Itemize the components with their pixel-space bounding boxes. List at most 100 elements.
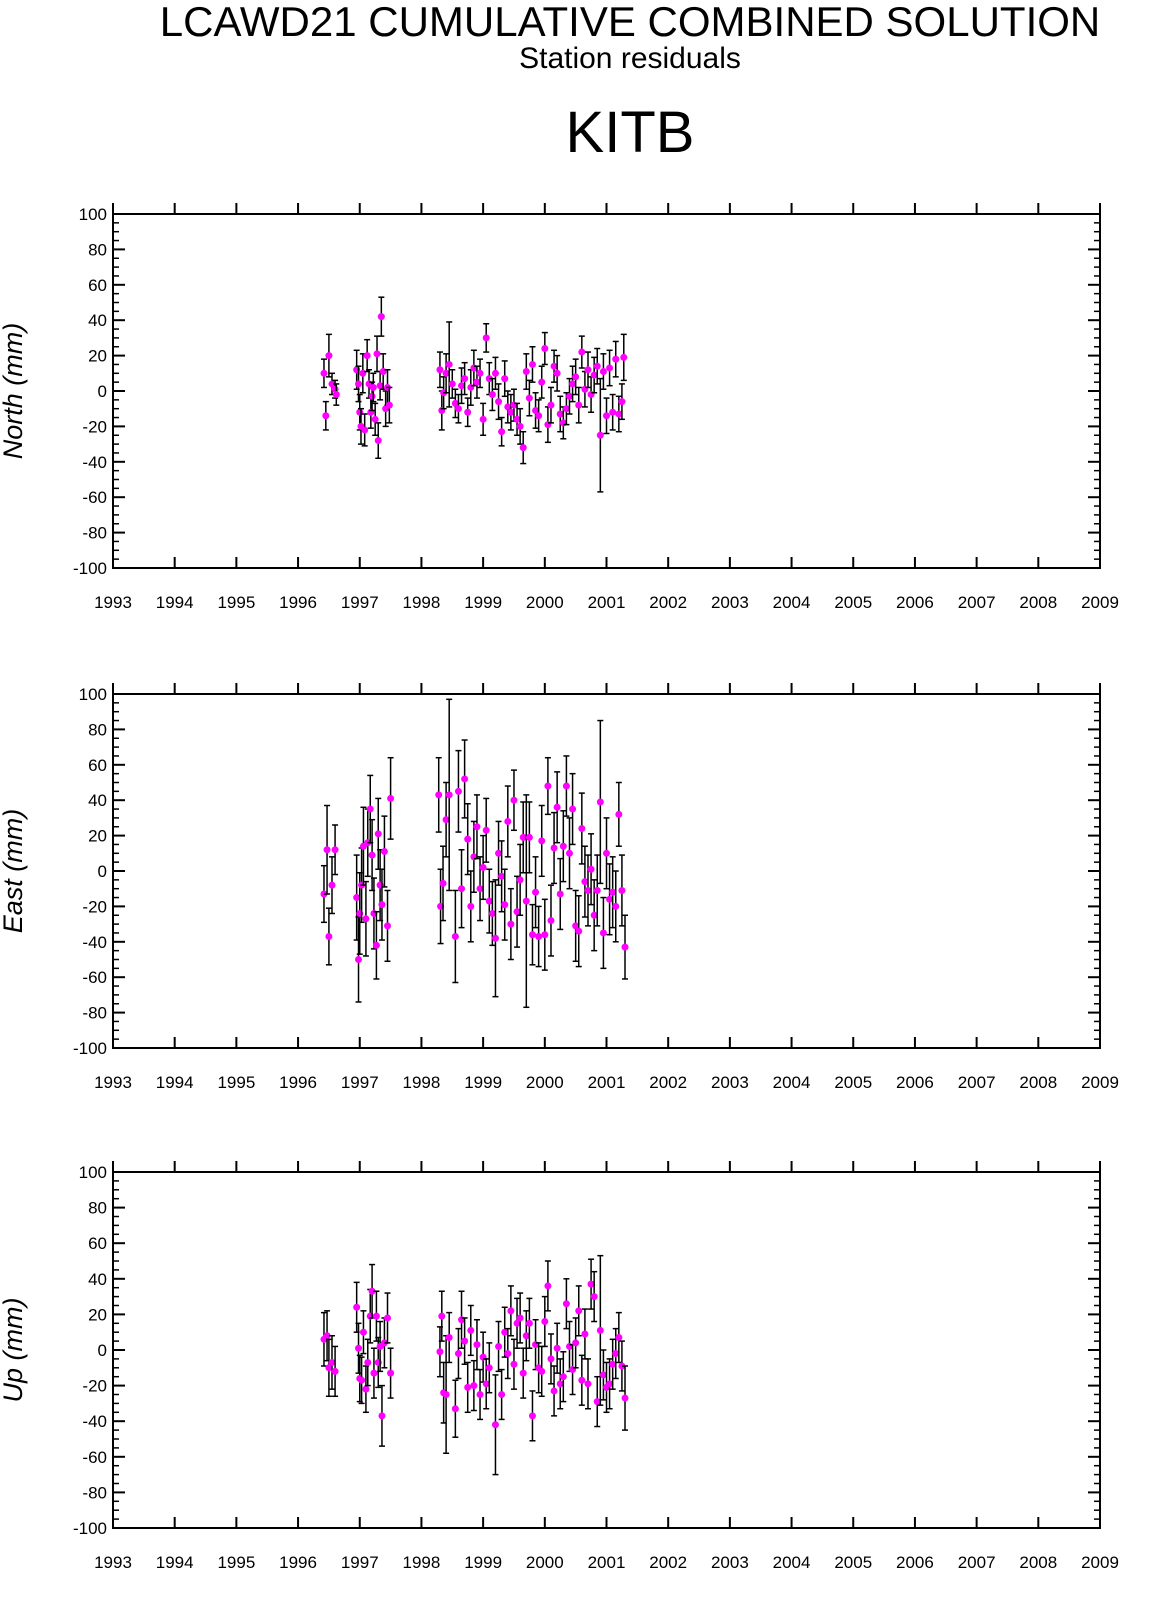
data-point [436,1348,444,1356]
data-point [544,782,552,790]
data-point [547,401,555,409]
plot-panel-2: 1993 1994 1995 1996 1997 1998 1999 2000 2001 2002… [0,683,1119,1092]
data-point [575,1307,583,1315]
x-tick-label: 2005 [834,593,872,612]
data-point [562,1300,570,1308]
data-point [451,1405,459,1413]
x-tick-label: 2005 [834,1073,872,1092]
x-tick-label: 2009 [1081,593,1119,612]
data-point [612,1350,620,1358]
data-point [438,1312,446,1320]
data-point [359,1328,367,1336]
data-point [384,1314,392,1322]
data-point [547,1355,555,1363]
y-tick-label: 0 [98,382,107,401]
data-point [538,1367,546,1375]
x-tick-label: 2002 [649,593,687,612]
data-point [387,1369,395,1377]
data-point [498,1391,506,1398]
data-point [556,890,564,898]
x-tick-label: 1996 [279,1073,317,1092]
data-point [320,890,328,898]
data-point [385,401,393,409]
data-point [609,888,617,896]
data-point [378,901,386,909]
data-point [488,391,496,399]
data-point [603,412,610,420]
data-point [448,380,456,388]
data-point [485,897,493,905]
data-point [565,392,573,400]
data-point [519,444,527,452]
y-tick-label: -40 [82,453,107,472]
data-point [553,369,561,377]
data-point [532,888,540,896]
data-point [615,410,623,418]
data-point [372,941,380,949]
data-point [584,886,592,894]
data-point [525,394,533,402]
data-point [553,1344,561,1352]
x-tick-label: 1993 [94,1553,132,1572]
y-axis-label: East (mm) [0,809,28,934]
data-point [501,901,509,909]
data-point [522,368,530,376]
data-point [482,1380,490,1388]
data-point [504,403,512,411]
chart-subtitle: Station residuals [519,42,741,75]
data-point [374,437,382,445]
x-tick-label: 2007 [958,1553,996,1572]
y-tick-label: -60 [82,1448,107,1467]
x-tick-label: 2009 [1081,1073,1119,1092]
data-point [491,369,499,377]
data-point [565,849,573,857]
data-point [590,911,598,919]
y-tick-label: -100 [73,1039,107,1058]
data-point [479,415,487,423]
data-point [572,1339,580,1347]
y-tick-label: 80 [88,240,107,259]
data-point [387,794,395,802]
data-point [479,863,487,871]
x-tick-label: 2001 [588,1553,626,1572]
x-tick-label: 2003 [711,1073,749,1092]
data-point [522,1332,530,1340]
data-point [364,1358,372,1366]
data-point [593,362,601,370]
data-point [587,865,595,873]
data-point [621,943,629,951]
data-point [467,902,475,910]
data-point [599,368,607,376]
data-point [559,842,567,850]
data-point [458,885,466,893]
data-point [596,431,604,439]
data-point [473,1341,481,1349]
y-tick-label: 40 [88,1270,107,1289]
data-point [510,1360,518,1368]
y-tick-label: -100 [73,559,107,578]
data-point [331,1367,339,1375]
data-point [528,360,536,368]
x-tick-label: 1997 [341,593,379,612]
y-tick-label: -100 [73,1519,107,1538]
data-point [528,931,536,939]
data-point [482,826,490,834]
data-point [323,1332,331,1340]
data-point [584,366,592,374]
x-tick-label: 1999 [464,1073,502,1092]
data-point [491,934,499,942]
data-point [353,1303,361,1311]
data-point [485,1364,493,1372]
data-point [612,355,620,363]
data-point [504,817,512,825]
y-tick-label: 100 [79,685,107,704]
x-tick-label: 2006 [896,593,934,612]
data-point [609,408,617,416]
y-tick-label: 40 [88,311,107,330]
data-point [377,313,385,321]
data-point [320,369,328,377]
data-point [325,352,333,360]
y-tick-label: 60 [88,756,107,775]
x-tick-label: 2001 [588,1073,626,1092]
data-point [609,1360,617,1368]
